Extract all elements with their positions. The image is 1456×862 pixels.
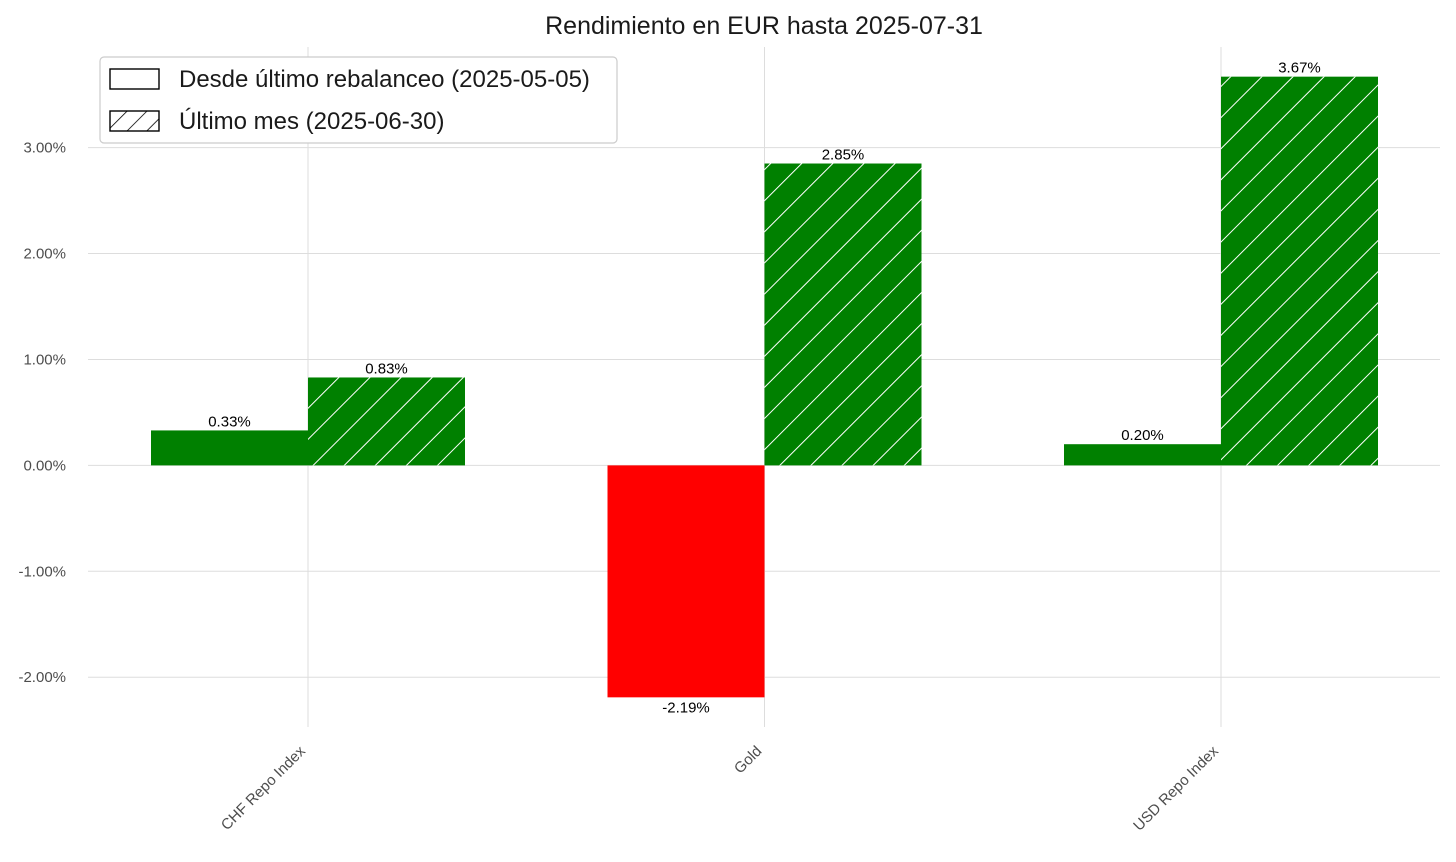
chart-title: Rendimiento en EUR hasta 2025-07-31 <box>545 12 983 40</box>
bar-since-rebalance-chf-repo-index <box>151 430 308 466</box>
y-axis-ticks: 3.00% 2.00% 1.00% 0.00% -1.00% -2.00% <box>18 140 66 687</box>
x-axis-ticks: CHF Repo Index Gold USD Repo Index <box>218 742 1222 834</box>
y-tick-label: 2.00% <box>23 246 66 263</box>
y-tick-label: 3.00% <box>23 140 66 157</box>
legend-swatch-last-month <box>109 110 160 132</box>
data-label-since-rebalance-usd-repo-index: 0.20% <box>1121 427 1164 444</box>
bar-since-rebalance-gold <box>607 465 765 698</box>
legend-label-last-month: Último mes (2025-06-30) <box>179 108 444 135</box>
x-tick-label: CHF Repo Index <box>218 742 309 833</box>
y-tick-label: 1.00% <box>23 351 66 368</box>
bar-hatch-usd-repo-index <box>1221 76 1378 466</box>
data-label-since-rebalance-chf-repo-index: 0.33% <box>208 413 251 430</box>
bars <box>151 76 1378 698</box>
data-label-since-rebalance-gold: -2.19% <box>662 699 710 716</box>
y-tick-label: -1.00% <box>18 563 66 580</box>
legend: Desde último rebalanceo (2025-05-05) Últ… <box>99 56 618 144</box>
legend-swatch-since-rebalance <box>109 68 160 90</box>
y-tick-label: 0.00% <box>23 457 66 474</box>
x-tick-label: USD Repo Index <box>1130 742 1222 834</box>
bar-hatch-chf-repo-index <box>308 377 465 466</box>
data-label-last-month-gold: 2.85% <box>822 147 865 164</box>
legend-frame <box>99 56 618 144</box>
legend-label-since-rebalance: Desde último rebalanceo (2025-05-05) <box>179 66 590 93</box>
x-tick-label: Gold <box>731 743 765 777</box>
data-label-last-month-usd-repo-index: 3.67% <box>1278 60 1321 77</box>
data-label-last-month-chf-repo-index: 0.83% <box>365 360 408 377</box>
data-labels: 0.33% -2.19% 0.20% 0.83% 2.85% 3.67% <box>208 60 1321 717</box>
bar-since-rebalance-usd-repo-index <box>1064 444 1221 466</box>
y-tick-label: -2.00% <box>18 669 66 686</box>
bar-hatch-gold <box>764 163 922 466</box>
